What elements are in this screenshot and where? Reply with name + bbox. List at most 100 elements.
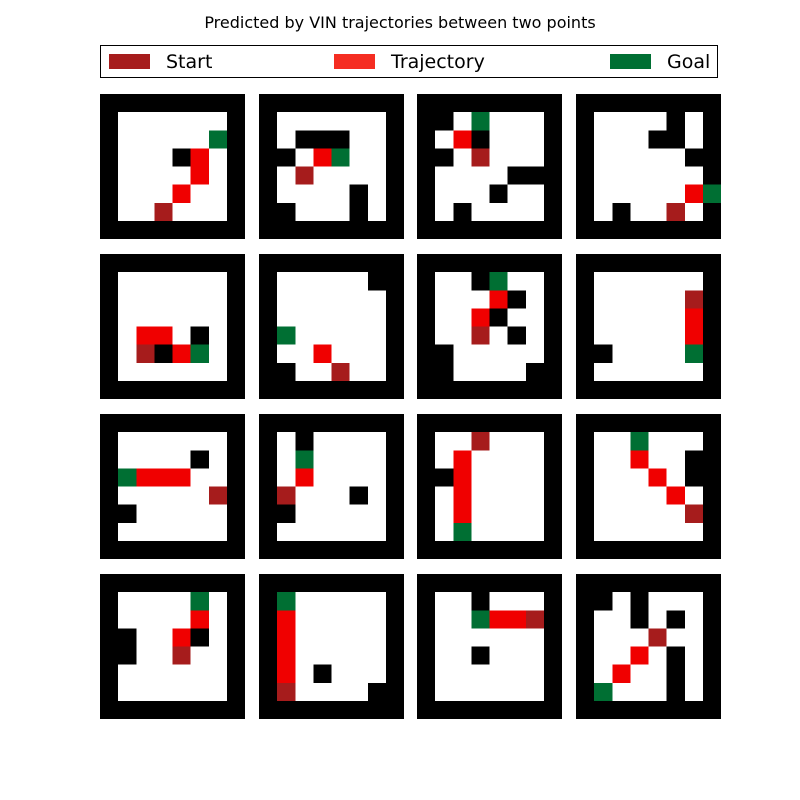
free-cell [277,344,296,364]
wall-cell [226,272,245,291]
start-cell [648,628,667,647]
free-cell [435,272,454,291]
wall-cell [154,700,173,719]
wall-cell [471,272,490,291]
free-cell [630,148,649,167]
free-cell [525,130,545,149]
free-cell [367,522,387,542]
trajectory-cell [172,468,191,487]
free-cell [435,664,454,684]
wall-cell [612,414,631,433]
wall-cell [417,202,436,222]
wall-cell [417,362,436,382]
wall-cell [702,504,721,524]
free-cell [453,432,472,451]
free-cell [349,610,369,629]
wall-cell [226,540,245,559]
free-cell [435,326,454,345]
wall-cell [489,574,508,593]
free-cell [648,290,667,309]
wall-cell [118,220,137,239]
wall-cell [385,290,404,309]
wall-cell [367,414,387,433]
wall-cell [226,362,245,382]
wall-cell [226,220,245,239]
free-cell [313,184,332,204]
wall-cell [385,254,404,273]
trajectory-cell [313,344,332,364]
wall-cell [259,290,278,309]
wall-cell [100,94,119,113]
wall-cell [471,540,490,559]
free-cell [594,166,613,185]
wall-cell [666,112,686,131]
free-cell [630,682,649,702]
wall-cell [702,522,721,542]
free-cell [349,522,369,542]
free-cell [136,290,155,309]
free-cell [489,112,508,131]
free-cell [594,290,613,309]
wall-cell [226,610,245,629]
free-cell [666,184,686,204]
wall-cell [576,540,595,559]
wall-cell [100,184,119,204]
free-cell [612,682,631,702]
free-cell [190,432,210,451]
free-cell [295,344,314,364]
free-cell [349,166,369,185]
trajectory-cell [277,628,296,647]
free-cell [453,272,472,291]
wall-cell [100,450,119,469]
wall-cell [226,592,245,611]
wall-cell [702,628,721,647]
wall-cell [331,254,350,273]
wall-cell [576,130,595,149]
free-cell [154,450,173,469]
wall-cell [525,94,545,113]
free-cell [525,486,545,505]
wall-cell [259,166,278,185]
wall-cell [594,414,613,433]
wall-cell [417,148,436,167]
free-cell [136,450,155,469]
free-cell [525,308,545,327]
wall-cell [208,574,228,593]
wall-cell [259,664,278,684]
free-cell [190,362,210,382]
free-cell [208,166,228,185]
free-cell [684,272,704,291]
wall-cell [226,344,245,364]
free-cell [666,592,686,611]
legend: Start Trajectory Goal [100,45,718,78]
free-cell [594,202,613,222]
free-cell [435,504,454,524]
trajectory-cell [453,130,472,149]
wall-cell [385,202,404,222]
free-cell [313,290,332,309]
start-cell [684,290,704,309]
free-cell [648,522,667,542]
wall-cell [385,308,404,327]
free-cell [648,326,667,345]
wall-cell [612,700,631,719]
free-cell [435,486,454,505]
wall-cell [630,592,649,611]
free-cell [295,610,314,629]
free-cell [331,344,350,364]
free-cell [136,112,155,131]
free-cell [208,504,228,524]
wall-cell [702,94,721,113]
wall-cell [435,574,454,593]
free-cell [295,646,314,665]
wall-cell [331,380,350,399]
wall-cell [385,522,404,542]
trajectory-cell [295,468,314,487]
wall-cell [190,540,210,559]
trajectory-cell [471,308,490,327]
start-cell [277,486,296,505]
free-cell [594,450,613,469]
free-cell [594,308,613,327]
free-cell [313,362,332,382]
free-cell [154,522,173,542]
